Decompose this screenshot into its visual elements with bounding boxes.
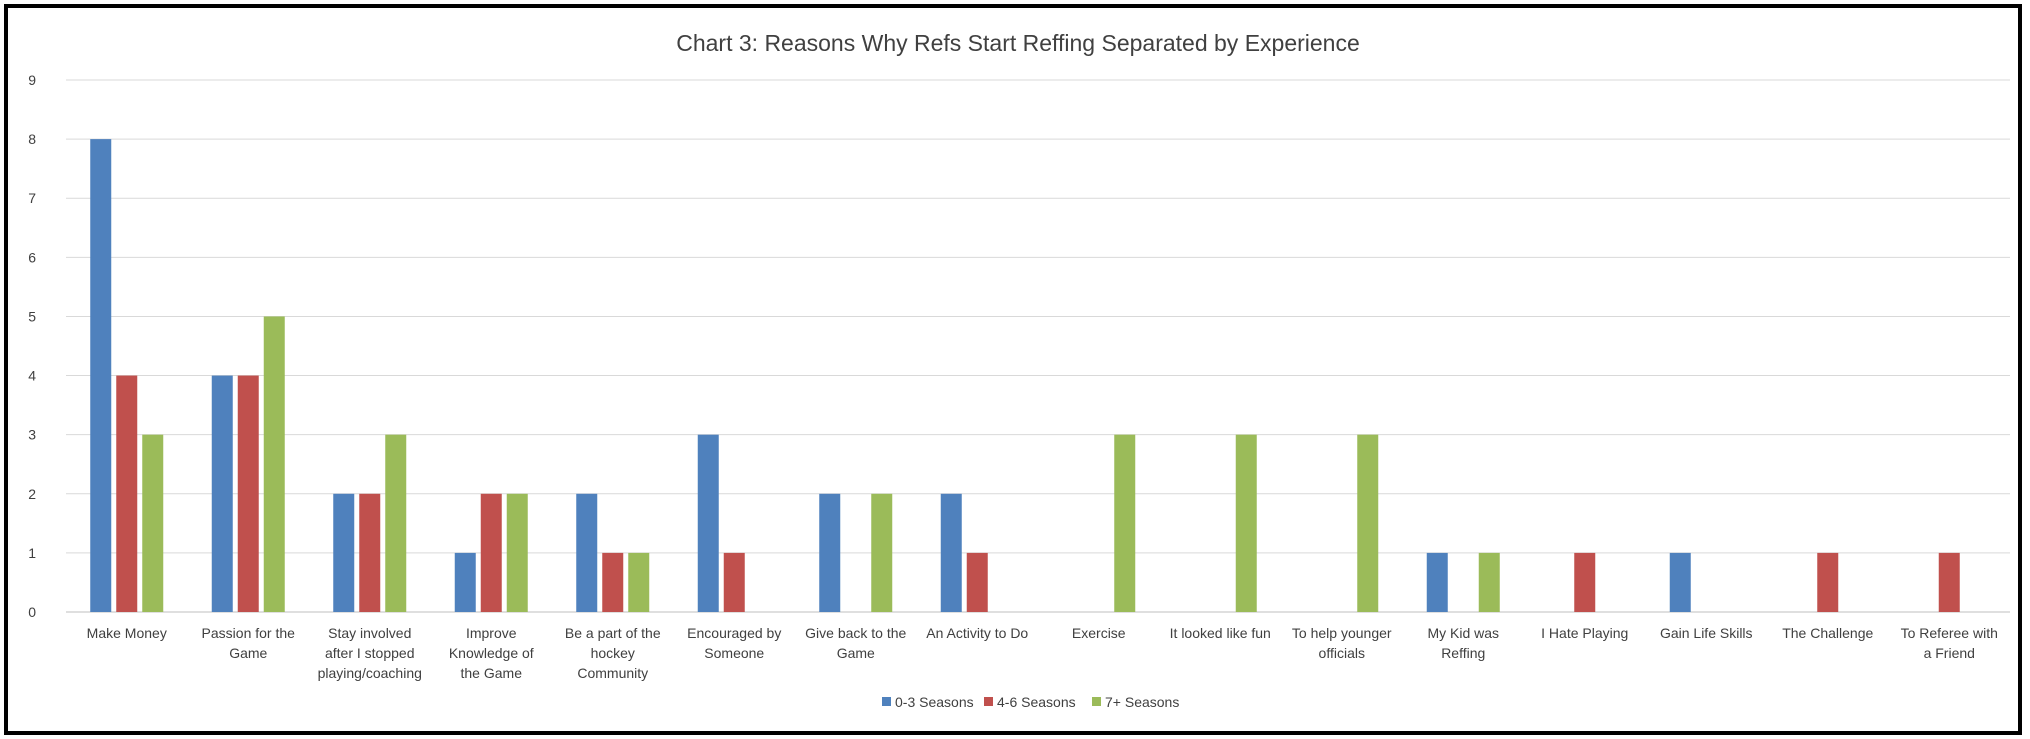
x-tick-label: It looked like fun: [1170, 625, 1271, 641]
bar: [142, 434, 164, 612]
x-axis: Make Money Passion for the Game Stay involv…: [87, 625, 1998, 681]
bar: [1235, 434, 1257, 612]
bar: [723, 552, 745, 612]
x-tick-label: Passion for the Game: [202, 625, 296, 661]
bar: [1114, 434, 1136, 612]
bar: [116, 375, 138, 612]
bar: [1574, 552, 1596, 612]
x-tick-label: Be a part of the hockey Community: [565, 625, 661, 681]
bar: [1938, 552, 1960, 612]
legend-label: 4-6 Seasons: [997, 694, 1076, 710]
bar: [1817, 552, 1839, 612]
bar: [1426, 552, 1448, 612]
bar: [602, 552, 624, 612]
x-tick-label: Stay involved after I stopped playing/coac…: [318, 625, 422, 681]
y-tick-label: 8: [28, 131, 36, 147]
x-tick-label: Make Money: [87, 625, 167, 641]
bar: [211, 375, 233, 612]
x-tick-label: My Kid was Reffing: [1427, 625, 1499, 661]
y-tick-label: 4: [28, 368, 36, 384]
x-tick-label: To Referee with a Friend: [1901, 625, 1998, 661]
y-tick-label: 3: [28, 427, 36, 443]
bar: [385, 434, 407, 612]
y-tick-label: 5: [28, 308, 36, 324]
y-tick-label: 1: [28, 545, 36, 561]
x-tick-label: Exercise: [1072, 625, 1126, 641]
x-tick-label: I Hate Playing: [1541, 625, 1628, 641]
bar: [454, 552, 476, 612]
bar: [819, 493, 841, 612]
legend-swatch: [1092, 697, 1101, 706]
chart-title: Chart 3: Reasons Why Refs Start Reffing …: [676, 30, 1360, 56]
bar: [263, 316, 285, 612]
x-tick-label: Gain Life Skills: [1660, 625, 1753, 641]
bars: [90, 139, 1960, 612]
bar: [697, 434, 719, 612]
y-tick-label: 2: [28, 486, 36, 502]
x-tick-label: Improve Knowledge of the Game: [449, 625, 534, 681]
chart-frame: [4, 4, 2022, 735]
bar: [90, 139, 112, 612]
bar: [480, 493, 502, 612]
bar: [628, 552, 650, 612]
bar: [871, 493, 893, 612]
bar: [333, 493, 355, 612]
bar: [966, 552, 988, 612]
y-axis: 0 1 2 3 4 5 6 7 8 9: [28, 72, 36, 620]
bar: [1478, 552, 1500, 612]
x-tick-label: Encouraged by Someone: [687, 625, 781, 661]
x-tick-label: To help younger officials: [1292, 625, 1392, 661]
bar: [1669, 552, 1691, 612]
gridlines: [66, 79, 2010, 613]
legend-label: 7+ Seasons: [1105, 694, 1179, 710]
bar: [940, 493, 962, 612]
bar: [1357, 434, 1379, 612]
legend-label: 0-3 Seasons: [895, 694, 974, 710]
x-tick-label: Give back to the Game: [805, 625, 906, 661]
y-tick-label: 0: [28, 604, 36, 620]
x-tick-label: An Activity to Do: [926, 625, 1028, 641]
y-tick-label: 7: [28, 190, 36, 206]
y-tick-label: 9: [28, 72, 36, 88]
y-tick-label: 6: [28, 249, 36, 265]
legend-swatch: [882, 697, 891, 706]
bar: [359, 493, 381, 612]
bar: [576, 493, 598, 612]
bar: [506, 493, 528, 612]
x-tick-label: The Challenge: [1782, 625, 1873, 641]
bar: [237, 375, 259, 612]
legend-swatch: [984, 697, 993, 706]
legend: 0-3 Seasons 4-6 Seasons 7+ Seasons: [882, 694, 1179, 710]
